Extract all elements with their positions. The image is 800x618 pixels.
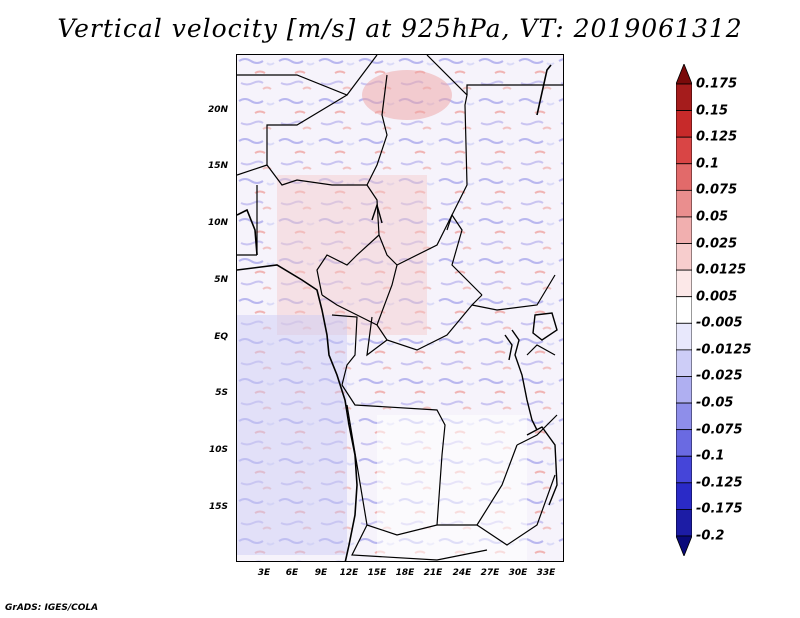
country-borders: [237, 55, 563, 561]
colorbar-label: 0.0125: [696, 262, 747, 278]
lon-label-12e: 12E: [339, 568, 359, 578]
colorbar-segment: [676, 322, 692, 351]
colorbar-label: -0.175: [696, 501, 743, 517]
lon-label-21e: 21E: [423, 568, 443, 578]
lat-label-5s: 5S: [215, 388, 228, 398]
colorbar-segment: [676, 509, 692, 537]
lon-label-15e: 15E: [367, 568, 387, 578]
colorbar-segment: [676, 136, 692, 165]
lon-label-27e: 27E: [480, 568, 500, 578]
colorbar: [676, 64, 692, 556]
positive-region: [277, 175, 427, 335]
map-svg: [237, 55, 563, 561]
colorbar-label: 0.1: [696, 156, 720, 172]
lat-label-15n: 15N: [207, 161, 228, 171]
colorbar-bottom-arrow: [676, 535, 692, 556]
colorbar-segment: [676, 402, 692, 431]
colorbar-label: -0.025: [696, 368, 743, 384]
map-panel: [236, 54, 564, 562]
colorbar-segment: [676, 269, 692, 298]
colorbar-segment: [676, 110, 692, 138]
lat-label-eq: EQ: [214, 332, 228, 342]
lon-label-18e: 18E: [395, 568, 415, 578]
coastline: [237, 64, 552, 561]
lat-label-15s: 15S: [208, 502, 228, 512]
colorbar-segment: [676, 349, 692, 377]
colorbar-label: 0.05: [696, 209, 729, 225]
lat-label-10n: 10N: [207, 218, 228, 228]
colorbar-segment: [676, 216, 692, 244]
colorbar-label: -0.2: [696, 528, 725, 544]
colorbar-label: -0.05: [696, 395, 734, 411]
colorbar-label: -0.005: [696, 315, 743, 331]
lakes: [371, 202, 558, 506]
credit-label: GrADS: IGES/COLA: [5, 603, 99, 613]
lat-label-20n: 20N: [207, 105, 228, 115]
colorbar-label: 0.025: [696, 236, 738, 252]
negative-region: [237, 315, 347, 555]
lon-label-33e: 33E: [536, 568, 556, 578]
lon-label-9e: 9E: [314, 568, 328, 578]
lon-label-6e: 6E: [285, 568, 299, 578]
colorbar-segment: [676, 163, 692, 191]
colorbar-label: -0.1: [696, 448, 725, 464]
lat-label-10s: 10S: [208, 445, 228, 455]
colorbar-segment: [676, 429, 692, 457]
plot-title: Vertical velocity [m/s] at 925hPa, VT: 2…: [57, 14, 743, 43]
colorbar-top-arrow: [676, 64, 692, 85]
colorbar-segment: [676, 482, 692, 510]
colorbar-segment: [676, 376, 692, 404]
colorbar-label: 0.075: [696, 182, 738, 198]
colorbar-label: 0.125: [696, 129, 738, 145]
lon-label-30e: 30E: [508, 568, 528, 578]
calm-region: [377, 415, 527, 561]
colorbar-segment: [676, 455, 692, 484]
lon-label-24e: 24E: [452, 568, 472, 578]
colorbar-segment: [676, 243, 692, 271]
colorbar-segment: [676, 296, 692, 324]
colorbar-label: 0.175: [696, 76, 738, 92]
colorbar-segment: [676, 83, 692, 111]
colorbar-label: 0.15: [696, 103, 729, 119]
colorbar-label: -0.075: [696, 422, 743, 438]
positive-region-north: [362, 70, 452, 120]
colorbar-segment: [676, 189, 692, 218]
lon-label-3e: 3E: [257, 568, 271, 578]
colorbar-label: -0.0125: [696, 342, 752, 358]
colorbar-label: 0.005: [696, 289, 738, 305]
colorbar-label: -0.125: [696, 475, 743, 491]
lat-label-5n: 5N: [214, 275, 228, 285]
